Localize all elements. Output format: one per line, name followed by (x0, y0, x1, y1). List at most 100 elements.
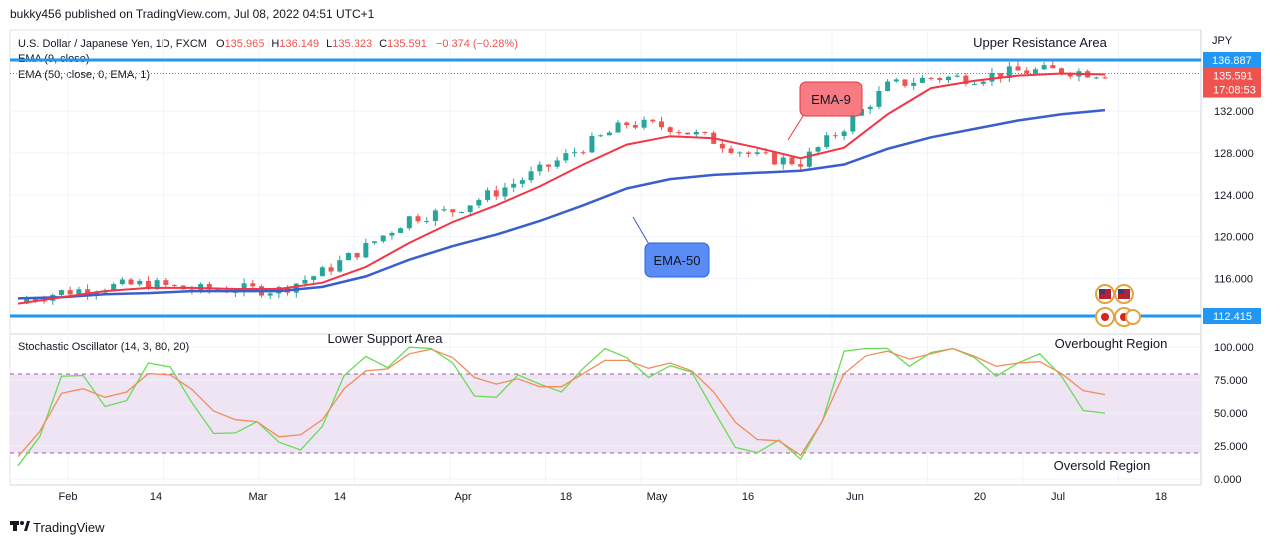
candle-body (919, 77, 925, 83)
candle-body (476, 199, 482, 206)
time-tick-label: 16 (742, 491, 754, 503)
candle-body (302, 279, 308, 284)
candle-body (806, 151, 812, 167)
candle-body (1067, 73, 1073, 77)
price-tick-label: 124.000 (1214, 190, 1254, 202)
ema-lines (17, 72, 1106, 305)
ema50-callout-text: EMA-50 (654, 253, 701, 268)
candle-body (311, 276, 317, 280)
ema50-callout: EMA-50 (632, 216, 710, 278)
candle-body (424, 221, 430, 223)
candle-body (467, 205, 473, 212)
candle-body (902, 79, 908, 86)
horizontal-levels (10, 58, 1201, 318)
candle-body (998, 72, 1004, 79)
candle-body (937, 78, 943, 81)
candle-body (511, 183, 517, 188)
candle-body (154, 280, 160, 290)
candle-body (502, 187, 508, 197)
candle-body (528, 171, 534, 181)
stochastic-lines (17, 346, 1106, 467)
time-tick-label: 14 (334, 491, 346, 503)
candle-body (441, 209, 447, 211)
candle-body (111, 284, 117, 291)
upper-resistance-label: Upper Resistance Area (973, 35, 1107, 50)
support-price-label: 112.415 (1213, 311, 1252, 323)
candle-body (563, 153, 569, 161)
change-value: −0.374 (−0.28%) (436, 38, 518, 50)
candle-body (911, 82, 917, 86)
candle-body (928, 77, 934, 79)
close-value: 135.591 (387, 38, 427, 50)
candle-body (485, 190, 491, 200)
candle-body (519, 180, 525, 184)
ema9-callout: EMA-9 (787, 81, 863, 141)
oscillator-axis: 100.000 75.000 50.000 25.000 0.000 (1214, 342, 1254, 486)
candle-body (676, 132, 682, 134)
candle-body (406, 216, 412, 229)
candle-body (241, 283, 247, 292)
candle-body (380, 235, 386, 242)
osc-tick-label: 25.000 (1214, 441, 1248, 453)
osc-tick-label: 50.000 (1214, 408, 1248, 420)
economic-events-icon[interactable] (1095, 284, 1141, 327)
candle-body (667, 127, 673, 133)
osc-tick-label: 0.000 (1214, 474, 1242, 486)
overbought-region-label: Overbought Region (1055, 336, 1168, 351)
main-legend: U.S. Dollar / Japanese Yen, 1D, FXCM O 13… (18, 38, 518, 81)
candle-body (250, 283, 256, 287)
tradingview-logo: TradingView (10, 520, 105, 535)
candle-body (1041, 65, 1047, 70)
candle-body (989, 72, 995, 82)
candle-body (415, 216, 421, 222)
candle-body (32, 298, 38, 301)
candle-body (867, 106, 873, 110)
currency-label: JPY (1212, 35, 1233, 47)
price-tick-label: 132.000 (1214, 106, 1254, 118)
candle-body (163, 280, 169, 285)
time-tick-label: 14 (150, 491, 162, 503)
candle-body (745, 152, 751, 154)
candle-body (537, 164, 543, 172)
candle-body (589, 135, 595, 153)
candle-body (345, 253, 351, 261)
candle-body (885, 81, 891, 91)
candle-body (1102, 77, 1108, 79)
time-tick-label: 18 (1155, 491, 1167, 503)
publisher-line: bukky456 published on TradingView.com, J… (10, 7, 375, 21)
osc-tick-label: 100.000 (1214, 342, 1254, 354)
ema9-line (17, 72, 1106, 305)
countdown-label: 17:08:53 (1213, 85, 1256, 97)
high-label: H (271, 38, 279, 50)
candle-body (824, 135, 830, 148)
candle-body (945, 76, 951, 81)
open-label: O (216, 38, 225, 50)
candle-body (876, 90, 882, 107)
time-tick-label: 18 (560, 491, 572, 503)
tradingview-logo-icon (10, 521, 30, 531)
candle-body (24, 298, 30, 304)
candle-body (606, 132, 612, 136)
candle-body (493, 190, 499, 197)
candle-body (1059, 68, 1065, 74)
candle-body (580, 152, 586, 154)
stoch-k-line (17, 346, 1106, 467)
candle-body (267, 293, 273, 296)
candle-body (798, 164, 804, 167)
candle-body (432, 210, 438, 222)
time-tick-label: Jun (846, 491, 864, 503)
current-price-badge (1203, 67, 1261, 98)
candle-body (145, 280, 151, 290)
candle-body (650, 119, 656, 122)
candle-body (659, 121, 665, 128)
candle-body (641, 119, 647, 128)
candle-body (693, 131, 699, 135)
high-value: 136.149 (279, 38, 319, 50)
time-tick-label: Jul (1051, 491, 1065, 503)
candle-body (615, 122, 621, 133)
candlesticks (24, 61, 1108, 305)
candle-body (337, 260, 343, 272)
resistance-badge (1203, 52, 1261, 68)
close-label: C (379, 38, 387, 50)
symbol-line: U.S. Dollar / Japanese Yen, 1D, FXCM (18, 38, 207, 50)
